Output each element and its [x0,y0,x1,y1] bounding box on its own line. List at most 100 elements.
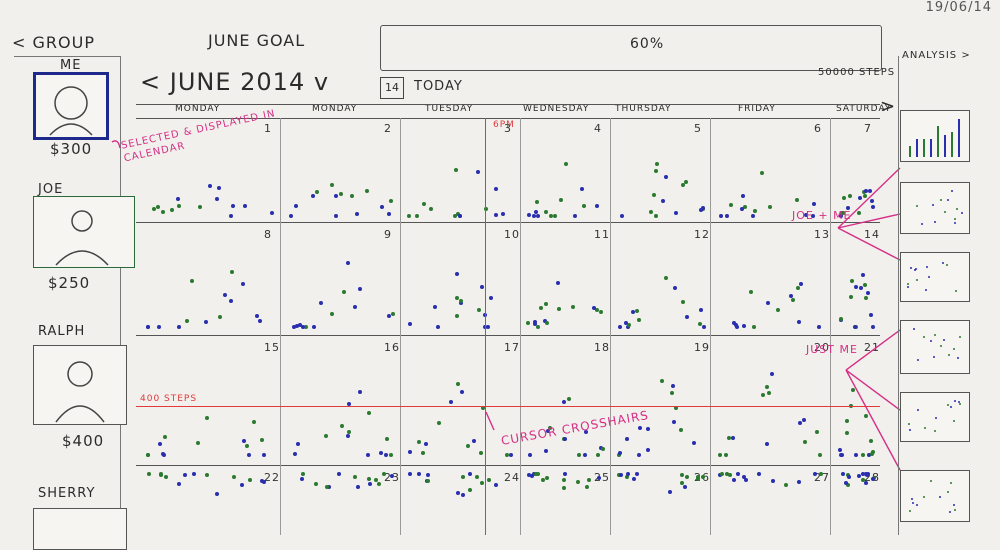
activity-dot [559,198,564,203]
activity-dot [155,204,160,209]
activity-dot [739,206,744,211]
activity-dot [389,473,394,478]
analysis-dot [915,278,918,281]
activity-dot [671,384,676,389]
day-number[interactable]: 14 [864,228,880,241]
activity-dot [293,451,298,456]
activity-dot [544,321,549,326]
analysis-dot [913,268,916,271]
activity-dot [631,309,636,314]
member-avatar-joe[interactable] [33,196,135,268]
activity-dot [804,213,808,218]
analysis-button[interactable]: ANALYSIS > [902,50,971,61]
activity-dot [562,472,567,477]
activity-dot [544,475,549,480]
activity-dot [670,391,675,396]
day-number[interactable]: 8 [264,228,272,241]
day-number[interactable]: 9 [384,228,392,241]
activity-dot [260,478,265,483]
day-number[interactable]: 25 [594,471,610,484]
day-divider [400,118,401,535]
analysis-dot [944,211,947,214]
day-number[interactable]: 5 [694,122,702,135]
analysis-thumbnail[interactable] [900,182,970,234]
day-number[interactable]: 13 [814,228,830,241]
day-number[interactable]: 7 [864,122,872,135]
day-number[interactable]: 2 [384,122,392,135]
day-number[interactable]: 24 [504,471,520,484]
activity-dot [169,207,174,212]
analysis-dot [960,211,963,214]
analysis-thumbnail[interactable] [900,470,970,522]
activity-dot [788,294,793,299]
activity-dot [871,449,876,454]
activity-dot [146,453,151,458]
day-number[interactable]: 4 [594,122,602,135]
analysis-dot [946,403,949,406]
activity-dot [493,483,498,488]
activity-dot [864,296,869,301]
analysis-thumbnail[interactable] [900,320,970,374]
member-avatar-me[interactable] [33,72,109,140]
activity-dot [803,440,808,445]
activity-dot [240,281,245,286]
activity-dot [217,314,222,319]
day-number[interactable]: 12 [694,228,710,241]
activity-dot [741,324,746,329]
activity-dot [184,319,189,324]
day-number[interactable]: 17 [504,341,520,354]
day-number[interactable]: 3 [504,122,512,135]
analysis-bar [909,145,911,157]
day-number[interactable]: 22 [264,471,280,484]
day-number[interactable]: 6 [814,122,822,135]
analysis-bar [930,139,932,157]
week-divider [136,335,880,336]
activity-dot [848,194,853,199]
activity-dot [766,391,771,396]
day-number[interactable]: 1 [264,122,272,135]
activity-dot [680,182,685,187]
month-selector[interactable]: < JUNE 2014 v [140,68,330,96]
activity-dot [626,324,631,329]
day-number[interactable]: 16 [384,341,400,354]
day-number[interactable]: 20 [814,341,830,354]
day-number[interactable]: 15 [264,341,280,354]
activity-dot [637,453,642,458]
activity-dot [595,453,600,458]
activity-dot [455,490,460,495]
activity-dot [318,301,323,306]
day-number[interactable]: 19 [694,341,710,354]
activity-dot [797,479,802,484]
activity-dot [717,453,722,458]
day-number[interactable]: 10 [504,228,520,241]
activity-dot [459,389,464,394]
activity-dot [856,473,861,478]
today-button[interactable]: TODAY [414,79,463,94]
activity-dot [494,187,499,192]
activity-dot [252,420,257,425]
activity-dot [454,168,459,173]
member-amount-ralph: $400 [62,432,105,450]
next-week-arrow[interactable]: > [880,96,897,117]
day-number[interactable]: 21 [864,341,880,354]
activity-dot [775,308,780,313]
activity-dot [329,182,334,187]
analysis-dot [958,400,961,403]
activity-dot [765,300,770,305]
analysis-thumbnail[interactable] [900,252,970,302]
analysis-thumbnail[interactable] [900,392,970,442]
activity-dot [567,396,572,401]
day-number[interactable]: 27 [814,471,830,484]
calendar-icon[interactable]: 14 [380,77,404,99]
activity-dot [841,210,846,215]
activity-dot [480,480,485,485]
activity-dot [366,410,371,415]
day-number[interactable]: 11 [594,228,610,241]
member-avatar-ralph[interactable] [33,345,127,425]
day-number[interactable]: 18 [594,341,610,354]
activity-dot [468,472,473,476]
analysis-thumbnail[interactable] [900,110,970,162]
back-to-group-button[interactable]: < GROUP [12,33,95,52]
activity-dot [488,296,493,301]
activity-dot [159,473,164,478]
